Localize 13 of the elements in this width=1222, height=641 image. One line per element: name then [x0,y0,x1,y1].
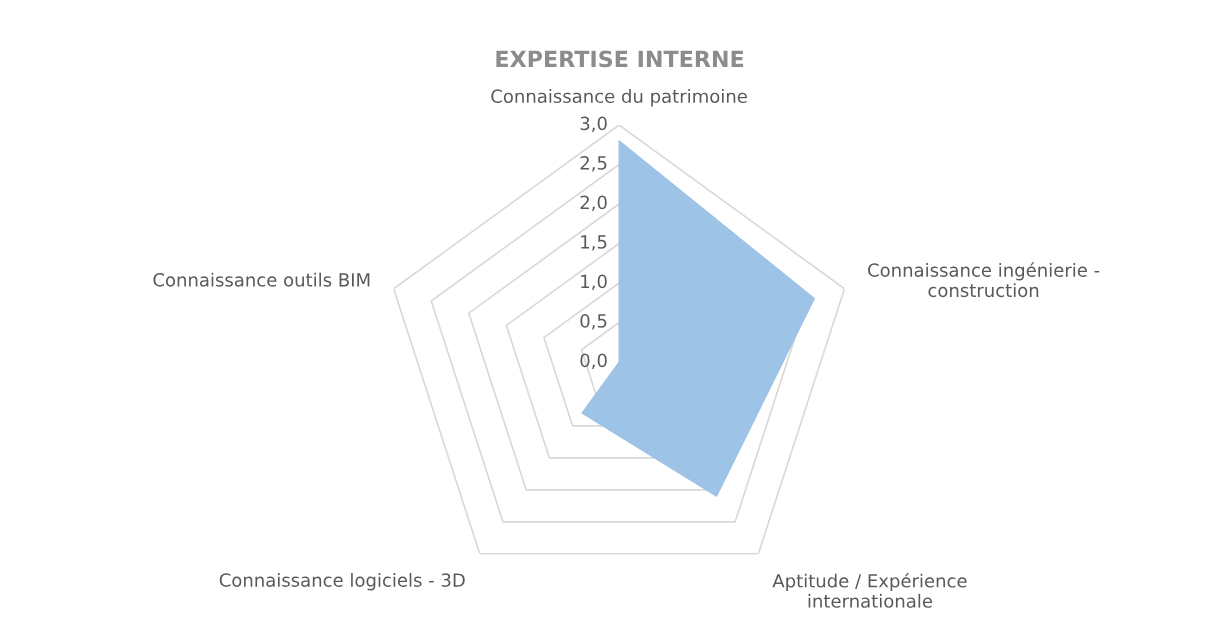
y-tick-label: 1,5 [581,235,607,251]
spoke-label: Aptitude / Expérience internationale [772,572,967,608]
y-tick-label: 0,5 [580,314,607,330]
spoke-label: Connaissance du patrimoine [491,89,747,107]
spoke-label: Connaissance ingénierie - construction [868,262,1100,298]
y-tick-label: 0,0 [580,353,607,370]
chart-title: EXPERTISE INTERNE [496,50,744,68]
y-tick-label: 2,5 [580,156,607,172]
y-tick-label: 2,0 [580,195,607,212]
spoke-label: Connaissance outils BIM [153,272,370,287]
y-tick-label: 1,0 [581,274,607,291]
y-tick-label: 3,0 [580,116,607,133]
spoke-label: Connaissance logiciels - 3D [219,572,465,591]
